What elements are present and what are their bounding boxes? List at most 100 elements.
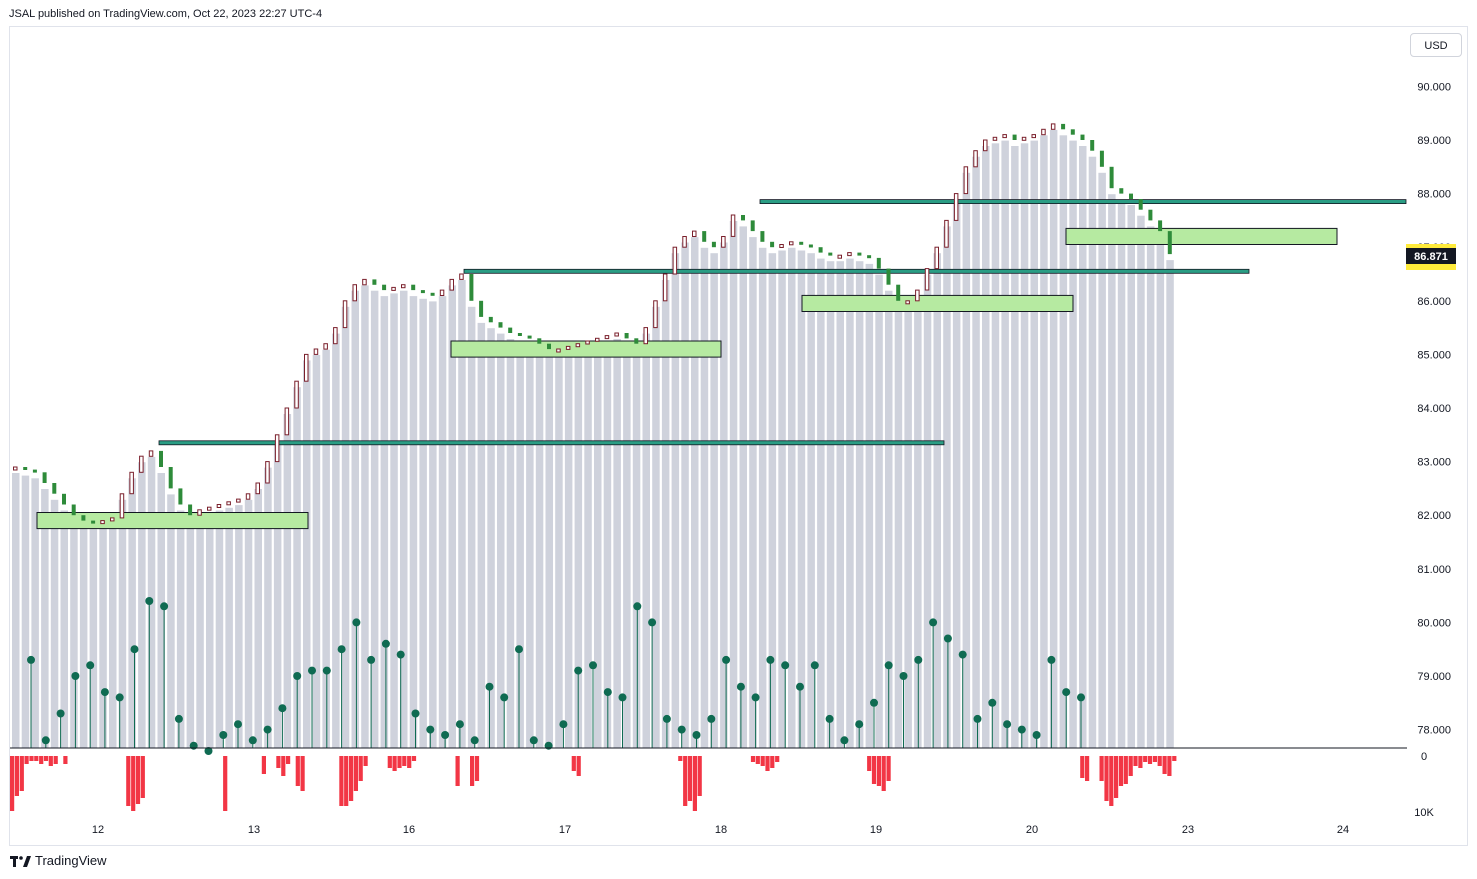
lollipop-head <box>308 666 316 675</box>
resistance-level-line <box>759 199 1407 205</box>
volume-bar <box>332 333 340 748</box>
footer-brand: TradingView <box>35 853 107 868</box>
volume-bar <box>506 339 515 748</box>
volume-bar <box>914 296 922 748</box>
volume-bar <box>691 237 699 748</box>
volume-bar <box>390 293 398 748</box>
volume-bar <box>1049 129 1058 748</box>
lollipop-head <box>234 720 242 729</box>
volume-bar <box>671 253 680 748</box>
candle-up <box>342 300 348 329</box>
resistance-level-layer <box>158 199 1407 446</box>
time-tick-label: 20 <box>1026 824 1038 836</box>
delta-bar <box>474 756 480 781</box>
candle-down <box>42 472 47 483</box>
candle-up <box>129 471 134 495</box>
candle-down <box>71 504 76 516</box>
volume-bar <box>652 306 660 748</box>
lollipop-head <box>71 672 80 680</box>
lollipop-head <box>884 661 893 670</box>
volume-bar <box>574 349 583 748</box>
volume-bar <box>603 341 612 748</box>
delta-bar <box>276 756 281 768</box>
lollipop-head <box>426 725 435 734</box>
delta-axis: 0 10K <box>1414 751 1434 819</box>
candle-up <box>692 230 697 238</box>
candle-down <box>1109 166 1114 189</box>
candle-down <box>430 292 435 296</box>
candle-down <box>420 290 425 294</box>
volume-bar <box>584 347 592 748</box>
candle-up <box>604 335 610 340</box>
delta-bar <box>140 756 145 798</box>
candle-up <box>905 300 910 305</box>
delta-bar <box>1104 756 1109 801</box>
lollipop-head <box>396 650 405 659</box>
candle-up <box>449 278 454 291</box>
price-tick-label: 84.000 <box>1417 403 1451 415</box>
candle-down <box>702 231 707 242</box>
candle-down <box>178 488 183 505</box>
candle-up <box>953 193 959 221</box>
lollipop-head <box>855 720 864 729</box>
candle-layer <box>13 123 1172 525</box>
delta-bar <box>886 756 891 781</box>
delta-bar <box>402 756 407 766</box>
volume-bar <box>264 467 272 748</box>
candle-down <box>1099 150 1104 167</box>
delta-bar <box>1099 756 1104 781</box>
last-price-tag: 86.871 <box>1406 244 1456 270</box>
candle-up <box>837 254 842 259</box>
volume-bar <box>817 258 825 748</box>
candle-up <box>983 139 988 152</box>
lollipop-head <box>574 666 583 675</box>
candle-up <box>779 244 784 248</box>
delta-bar <box>871 756 877 784</box>
candle-up <box>439 289 445 297</box>
volume-bar <box>380 296 389 748</box>
lollipop-head <box>796 682 804 691</box>
candle-up <box>662 273 668 302</box>
volume-bar <box>1166 260 1174 748</box>
delta-bar <box>1080 756 1085 778</box>
delta-bar <box>1157 756 1162 766</box>
delta-bar <box>19 756 24 791</box>
delta-bar <box>43 756 49 761</box>
candle-up <box>1031 134 1036 139</box>
delta-bar <box>24 756 29 764</box>
volume-bar <box>1108 194 1116 748</box>
candle-up <box>992 136 998 141</box>
volume-bar <box>312 355 321 748</box>
volume-bar <box>196 515 204 748</box>
lollipop-head <box>662 714 671 723</box>
volume-bar <box>739 226 747 748</box>
delta-bar <box>687 756 693 801</box>
candle-down <box>382 284 387 291</box>
price-tick-label: 86.000 <box>1417 296 1451 308</box>
lollipop-head <box>41 736 50 745</box>
delta-bar <box>1114 756 1119 798</box>
volume-bar <box>661 280 670 748</box>
candle-down <box>1158 220 1163 232</box>
volume-bar <box>632 349 641 748</box>
lollipop-head <box>810 661 819 670</box>
volume-bar <box>846 258 854 748</box>
volume-bar <box>729 221 738 748</box>
tradingview-footer[interactable]: TradingView <box>10 853 107 868</box>
candle-down <box>1129 193 1133 199</box>
price-tick-label: 85.000 <box>1417 349 1451 361</box>
delta-bar <box>135 756 141 804</box>
delta-bar <box>770 756 775 768</box>
candle-down <box>517 333 522 336</box>
volume-bar <box>875 274 883 748</box>
candle-down <box>1080 134 1085 140</box>
candle-down <box>1061 123 1066 130</box>
candle-up <box>973 150 978 168</box>
volume-bar <box>361 285 369 748</box>
candle-down <box>508 327 513 333</box>
candle-down <box>488 316 493 323</box>
volume-bar <box>623 344 631 748</box>
lollipop-head <box>455 720 464 729</box>
currency-button[interactable]: USD <box>1410 33 1462 57</box>
